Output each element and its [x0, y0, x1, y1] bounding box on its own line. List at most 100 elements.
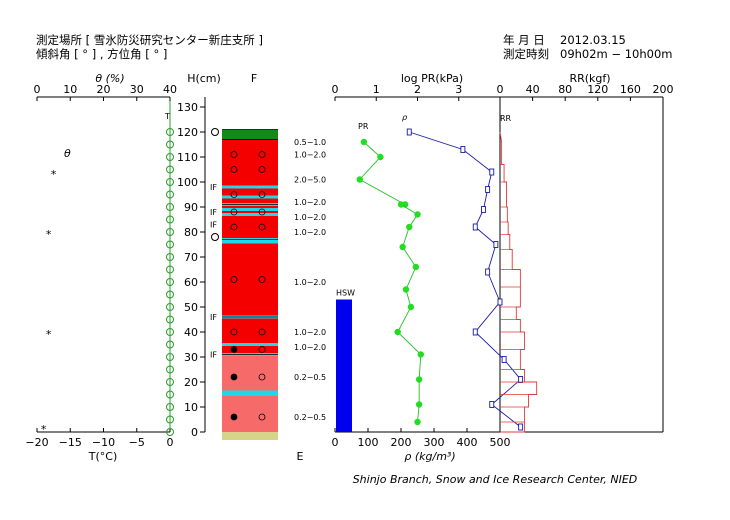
density-point: [414, 211, 421, 218]
height-tick-label: 100: [177, 176, 198, 189]
hardness-label: 1.0−2.0: [294, 343, 326, 352]
ice-band: [222, 240, 278, 244]
pr-point: [360, 138, 368, 146]
density-point: [414, 418, 421, 426]
time-value: 09h02m − 10h00m: [560, 47, 672, 61]
ice-band: [222, 393, 278, 396]
height-tick-label: 10: [184, 401, 198, 414]
rr-tick-label: 160: [620, 83, 641, 96]
temperature-point: [166, 290, 174, 299]
pr-blue-point: [481, 206, 486, 213]
grain-symbol: [258, 276, 266, 283]
pr-blue-point: [489, 401, 495, 408]
pr-blue-point: [501, 356, 507, 363]
temperature-point: [166, 203, 174, 211]
hsw-label: HSW: [336, 289, 355, 298]
rr-axis-title: RR(kgf): [569, 72, 610, 85]
ice-film-label: IF: [210, 183, 217, 192]
grain-symbol: [230, 413, 238, 421]
temperature-point: [166, 140, 174, 149]
grain-symbol: [230, 346, 238, 353]
snow-layer: [222, 239, 278, 317]
pr-blue-point: [485, 186, 491, 193]
density-point: [394, 328, 401, 336]
pr-series-label: PR: [358, 122, 369, 131]
grain-symbol: [230, 166, 238, 173]
grain-symbol: [230, 191, 238, 198]
grain-symbol: [258, 151, 266, 158]
pr-blue-point: [518, 423, 524, 431]
hardness-label: 1.0−2.0: [294, 213, 326, 222]
temperature-point: [166, 328, 174, 336]
pr-blue-point: [485, 268, 491, 276]
theta-axis-title: θ (%): [95, 72, 124, 85]
temperature-point: [166, 228, 174, 236]
height-tick-label: 0: [191, 426, 198, 439]
height-tick-label: 130: [177, 101, 198, 114]
ice-band: [222, 213, 278, 216]
pr-blue-point: [489, 168, 495, 176]
grain-symbol: [258, 413, 266, 421]
temperature-point: [166, 178, 174, 186]
grain-symbol: [258, 166, 266, 173]
site-label: 測定場所 [ 雪氷防災研究センター新庄支所 ]: [36, 33, 263, 47]
temperature-point: [166, 378, 174, 386]
grain-symbol: [230, 373, 238, 381]
temperature-point: [166, 128, 174, 136]
pr-blue-point: [518, 376, 524, 383]
height-tick-label: 50: [184, 301, 198, 314]
pr-point: [377, 153, 384, 161]
grain-symbol: [230, 276, 238, 283]
density-tick-label: 0: [332, 436, 339, 449]
snow-layer: [222, 317, 278, 355]
temperature-point: [166, 153, 174, 161]
logpr-tick-label: 1: [373, 83, 380, 96]
hardness-label: 2.0−5.0: [294, 176, 326, 185]
density-tick-label: 400: [457, 436, 478, 449]
pr-point: [356, 176, 363, 183]
pr-blue-point: [493, 241, 499, 248]
water-content-marker: *: [51, 168, 57, 181]
height-tick-label: 80: [184, 226, 198, 239]
pr-blue-point: [472, 328, 478, 336]
height-tick-label: 90: [184, 201, 198, 214]
ice-film-label: IF: [210, 313, 217, 322]
rr-series-label: RR: [500, 114, 512, 123]
theta-tick-label: 20: [97, 83, 111, 96]
height-axis-title: H(cm): [187, 72, 221, 85]
pr-blue-point: [460, 146, 466, 153]
grain-symbol: [258, 328, 266, 336]
temp-tick-label: −5: [129, 436, 145, 449]
ice-film-label: IF: [210, 351, 217, 360]
ice-band: [222, 208, 278, 211]
date-value: 2012.03.15: [560, 33, 626, 47]
temperature-point: [166, 390, 174, 399]
temperature-point: [166, 215, 174, 224]
density-point: [407, 303, 415, 311]
temperature-point: [166, 365, 174, 374]
logpr-tick-label: 3: [455, 83, 462, 96]
ice-band: [222, 185, 278, 189]
density-point: [397, 201, 405, 208]
rr-tick-label: 40: [526, 83, 540, 96]
rr-tick-label: 80: [558, 83, 572, 96]
temp-axis-title: T(°C): [88, 450, 117, 463]
pr-blue-point: [497, 298, 503, 306]
temperature-point: [166, 190, 174, 199]
density-tick-label: 100: [358, 436, 379, 449]
ice-band: [222, 343, 278, 346]
density-line: [397, 204, 422, 423]
ice-film-label: IF: [210, 221, 217, 230]
rr-histogram: [499, 131, 538, 433]
hardness-label: 0.2−0.5: [294, 413, 326, 422]
logpr-tick-label: 0: [497, 83, 504, 96]
theta-tick-label: 10: [63, 83, 77, 96]
height-tick-label: 40: [184, 326, 198, 339]
pr-blue-point: [472, 223, 478, 231]
hardness-label: 0.2−0.5: [294, 373, 326, 382]
hardness-label: 1.0−2.0: [294, 278, 326, 287]
grain-symbol: [258, 208, 266, 216]
temperature-point: [166, 265, 174, 274]
temperature-point: [166, 428, 174, 436]
hardness-label: 0.5−1.0: [294, 138, 326, 147]
